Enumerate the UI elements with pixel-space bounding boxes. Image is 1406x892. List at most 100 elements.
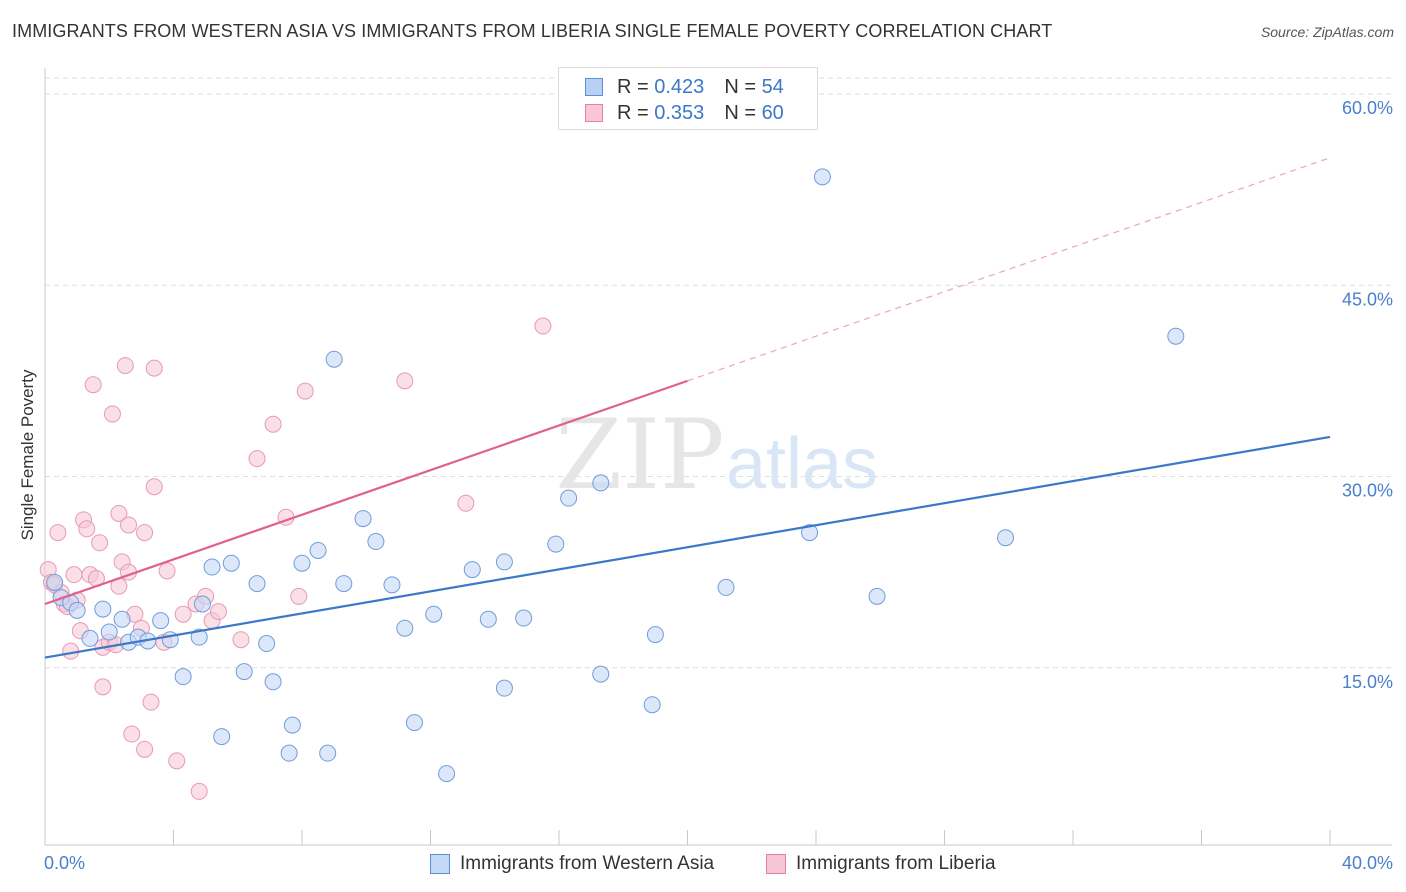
western-asia-point <box>235 663 253 681</box>
liberia-point <box>296 382 314 400</box>
legend-n-value: 60 <box>761 101 784 124</box>
series-legend-label: Immigrants from Liberia <box>796 853 996 874</box>
liberia-point <box>290 587 308 605</box>
liberia-point <box>209 603 227 621</box>
liberia-point <box>534 317 552 335</box>
y-tick-label: 45.0% <box>1342 289 1393 309</box>
y-tick-label: 15.0% <box>1342 672 1393 692</box>
western-asia-point <box>203 558 221 576</box>
western-asia-point <box>383 576 401 594</box>
series-swatch-blue <box>430 854 450 874</box>
series-swatch-pink <box>766 854 786 874</box>
liberia-point <box>91 534 109 552</box>
chart-legend: R = 0.423 N = 54 R = 0.353 N = 60 <box>558 67 818 130</box>
western-asia-point <box>479 610 497 628</box>
liberia-point <box>248 450 266 468</box>
y-tick-label: 60.0% <box>1342 98 1393 118</box>
western-asia-point <box>248 575 266 593</box>
western-asia-point <box>222 554 240 572</box>
legend-n-label: N = <box>724 75 756 98</box>
liberia-point <box>145 359 163 377</box>
western-asia-point <box>81 629 99 647</box>
western-asia-point <box>592 474 610 492</box>
watermark-zip: ZIP <box>555 399 724 511</box>
liberia-point <box>49 524 67 542</box>
watermark-atlas: atlas <box>726 424 878 504</box>
legend-n-label: N = <box>724 101 756 124</box>
liberia-point <box>168 752 186 770</box>
western-asia-point <box>405 714 423 732</box>
western-asia-point <box>495 679 513 697</box>
western-asia-point <box>264 673 282 691</box>
chart-title: IMMIGRANTS FROM WESTERN ASIA VS IMMIGRAN… <box>12 21 1053 41</box>
western-asia-point <box>997 529 1015 547</box>
legend-r-value: 0.353 <box>654 101 705 124</box>
western-asia-point <box>319 744 337 762</box>
liberia-point <box>116 357 134 375</box>
western-asia-point <box>283 716 301 734</box>
legend-row-western-asia: R = 0.423 N = 54 <box>585 75 784 99</box>
western-asia-point <box>646 626 664 644</box>
liberia-point <box>145 478 163 496</box>
liberia-point <box>120 516 138 534</box>
liberia-point <box>84 376 102 394</box>
x-tick-label: 0.0% <box>44 853 85 873</box>
western-asia-point <box>68 601 86 619</box>
western-asia-point <box>717 578 735 596</box>
western-asia-point <box>325 350 343 368</box>
western-asia-point <box>100 623 118 641</box>
western-asia-point <box>515 609 533 627</box>
liberia-point <box>264 415 282 433</box>
western-asia-point <box>94 600 112 618</box>
western-asia-point <box>643 696 661 714</box>
western-asia-point <box>152 612 170 630</box>
x-tick-label: 40.0% <box>1342 853 1393 873</box>
liberia-point <box>190 782 208 800</box>
western-asia-point <box>560 489 578 507</box>
liberia-point <box>78 520 96 538</box>
western-asia-point <box>1167 327 1185 345</box>
liberia-point <box>174 605 192 623</box>
series-legend-liberia[interactable]: Immigrants from Liberia <box>766 853 996 875</box>
source-label: Source: ZipAtlas.com <box>1260 24 1394 40</box>
liberia-point <box>136 524 154 542</box>
western-asia-point <box>801 524 819 542</box>
liberia-point <box>103 405 121 423</box>
liberia-point <box>123 725 141 743</box>
liberia-point <box>136 740 154 758</box>
western-asia-point <box>174 668 192 686</box>
western-asia-point <box>293 554 311 572</box>
liberia-point <box>396 372 414 390</box>
legend-swatch-pink <box>585 104 603 122</box>
legend-r-value: 0.423 <box>654 75 705 98</box>
series-legend-label: Immigrants from Western Asia <box>460 853 715 874</box>
western-asia-point <box>367 533 385 551</box>
western-asia-point <box>354 510 372 528</box>
legend-n-value: 54 <box>761 75 784 98</box>
western-asia-point <box>280 744 298 762</box>
western-asia-point <box>258 635 276 653</box>
legend-row-liberia: R = 0.353 N = 60 <box>585 101 784 125</box>
western-asia-point <box>547 535 565 553</box>
western-asia-point <box>113 610 131 628</box>
western-asia-point <box>438 765 456 783</box>
liberia-point <box>158 562 176 580</box>
liberia-point <box>94 678 112 696</box>
y-tick-label: 30.0% <box>1342 481 1393 501</box>
liberia-point <box>110 504 128 522</box>
liberia-point <box>142 693 160 711</box>
liberia-trendline-extension <box>687 157 1331 382</box>
liberia-trendline <box>44 379 688 606</box>
western-asia-point <box>868 587 886 605</box>
series-legend-western-asia[interactable]: Immigrants from Western Asia <box>430 853 714 875</box>
western-asia-point <box>190 628 208 646</box>
western-asia-point <box>213 728 231 746</box>
western-asia-point <box>335 575 353 593</box>
western-asia-point <box>425 605 443 623</box>
series-legend: Immigrants from Western Asia Immigrants … <box>0 851 1406 877</box>
western-asia-point <box>495 553 513 571</box>
western-asia-point <box>463 561 481 579</box>
western-asia-point <box>193 595 211 613</box>
legend-swatch-blue <box>585 78 603 96</box>
